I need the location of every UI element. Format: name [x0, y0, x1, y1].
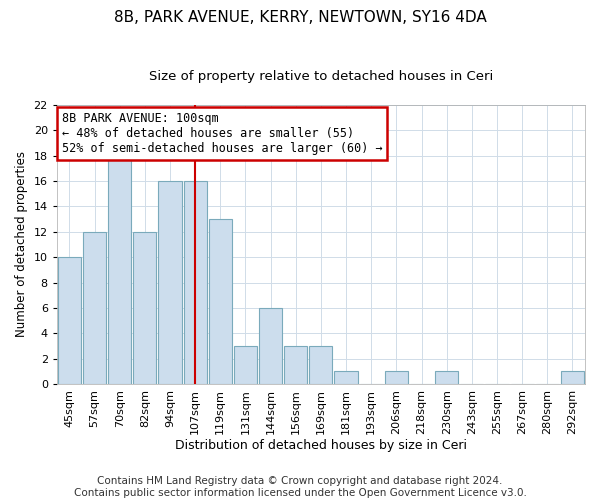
Bar [310, 346, 332, 384]
Bar [133, 232, 157, 384]
Bar [209, 219, 232, 384]
Bar [334, 372, 358, 384]
Text: Contains HM Land Registry data © Crown copyright and database right 2024.
Contai: Contains HM Land Registry data © Crown c… [74, 476, 526, 498]
Text: 8B, PARK AVENUE, KERRY, NEWTOWN, SY16 4DA: 8B, PARK AVENUE, KERRY, NEWTOWN, SY16 4D… [113, 10, 487, 25]
Bar [561, 372, 584, 384]
Bar [234, 346, 257, 384]
Text: 8B PARK AVENUE: 100sqm
← 48% of detached houses are smaller (55)
52% of semi-det: 8B PARK AVENUE: 100sqm ← 48% of detached… [62, 112, 383, 155]
Bar [385, 372, 408, 384]
Bar [259, 308, 282, 384]
Bar [58, 257, 81, 384]
Bar [83, 232, 106, 384]
Bar [184, 181, 207, 384]
Bar [435, 372, 458, 384]
X-axis label: Distribution of detached houses by size in Ceri: Distribution of detached houses by size … [175, 440, 467, 452]
Bar [284, 346, 307, 384]
Y-axis label: Number of detached properties: Number of detached properties [15, 152, 28, 338]
Title: Size of property relative to detached houses in Ceri: Size of property relative to detached ho… [149, 70, 493, 83]
Bar [158, 181, 182, 384]
Bar [108, 156, 131, 384]
